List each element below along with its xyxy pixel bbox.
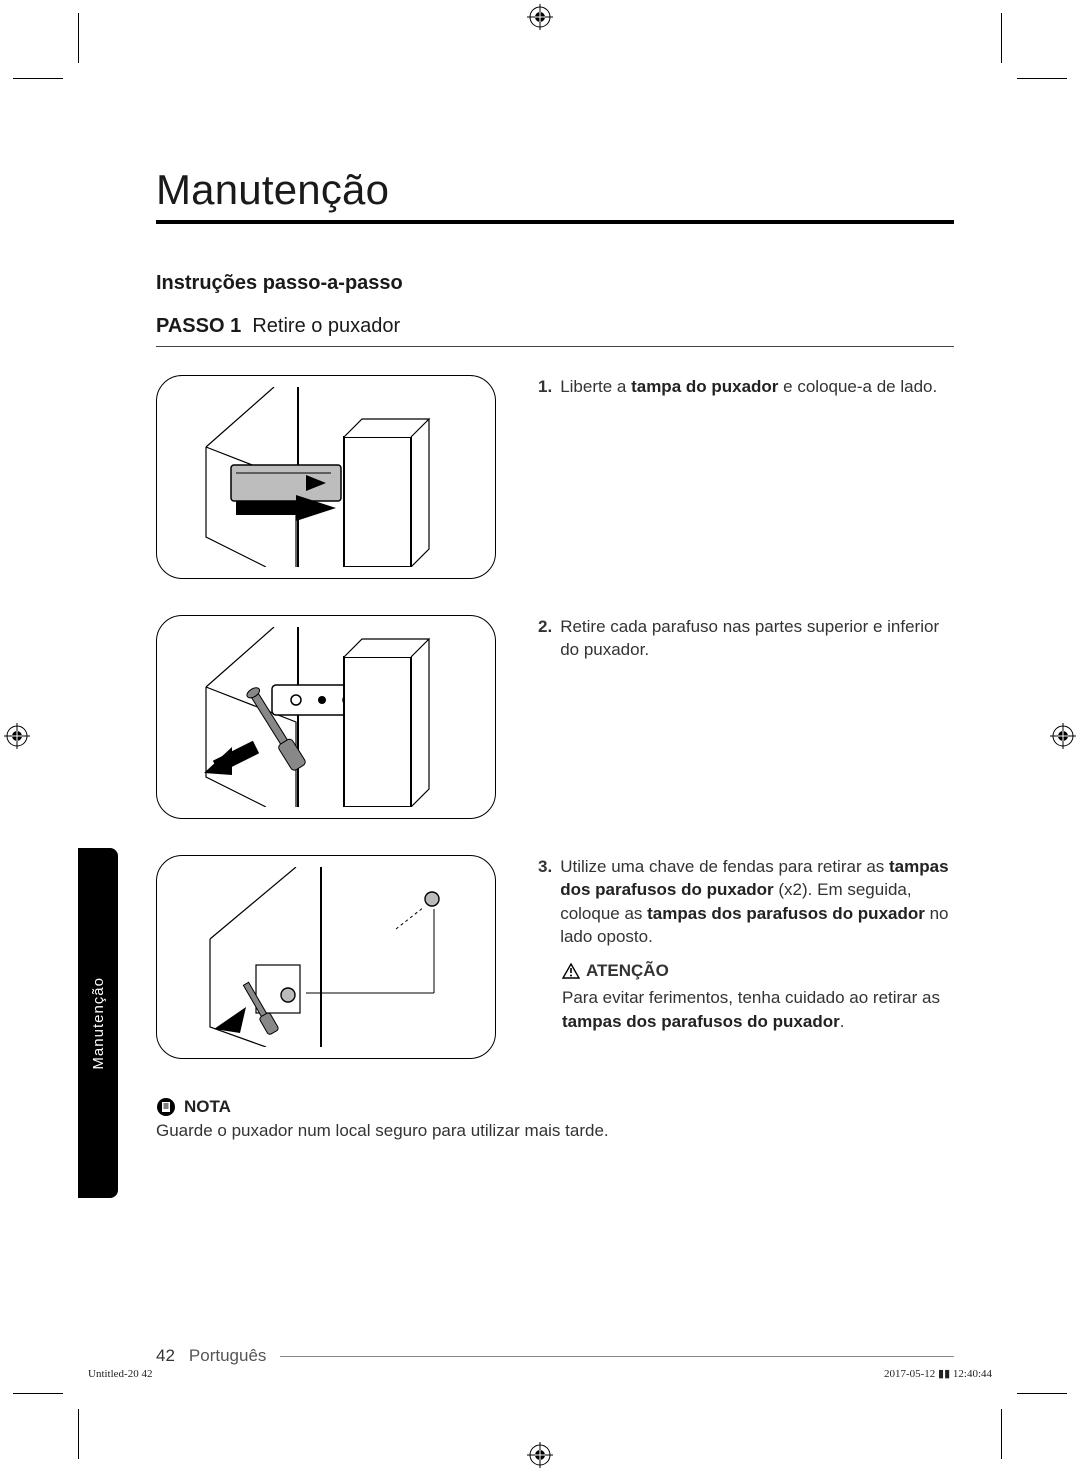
registration-mark-icon <box>527 1442 553 1468</box>
step-text-1: 1. Liberte a tampa do puxador e coloque-… <box>538 375 954 579</box>
print-meta-left: Untitled-20 42 <box>88 1368 152 1380</box>
step-name: Retire o puxador <box>252 315 400 337</box>
content-area: Manutenção Instruções passo-a-passo PASS… <box>156 166 954 1334</box>
note-icon <box>156 1097 176 1117</box>
crop-mark <box>1001 1409 1002 1459</box>
crop-mark <box>1017 78 1067 79</box>
page-language: Português <box>189 1346 267 1366</box>
footer-rule <box>280 1356 954 1357</box>
note-block: NOTA Guarde o puxador num local seguro p… <box>156 1097 954 1141</box>
section-tab-label: Manutenção <box>90 977 107 1070</box>
page-frame: Manutenção Manutenção Instruções passo-a… <box>78 78 1002 1394</box>
caution-body: Para evitar ferimentos, tenha cuidado ao… <box>562 986 954 1033</box>
warning-icon <box>562 963 580 979</box>
step-text-3: 3. Utilize uma chave de fendas para reti… <box>538 855 954 1059</box>
registration-mark-icon <box>1050 723 1076 749</box>
step-row: 2. Retire cada parafuso nas partes super… <box>156 615 954 819</box>
chapter-title: Manutenção <box>156 166 954 224</box>
page-number: 42 <box>156 1346 175 1366</box>
registration-mark-icon <box>4 723 30 749</box>
crop-mark <box>1017 1393 1067 1394</box>
crop-mark <box>13 78 63 79</box>
caution-heading: ATENÇÃO <box>562 959 954 982</box>
figure-3 <box>156 855 496 1059</box>
note-body: Guarde o puxador num local seguro para u… <box>156 1121 954 1141</box>
crop-mark <box>78 13 79 63</box>
step-number: PASSO 1 <box>156 315 241 337</box>
list-number: 2. <box>538 615 560 662</box>
crop-mark <box>1001 13 1002 63</box>
step-title: PASSO 1 Retire o puxador <box>156 315 954 347</box>
crop-mark <box>78 1409 79 1459</box>
page-footer: 42 Português <box>156 1346 954 1366</box>
print-meta-right: 2017-05-12 ▮▮ 12:40:44 <box>884 1367 992 1380</box>
figure-2 <box>156 615 496 819</box>
section-tab: Manutenção <box>78 848 118 1198</box>
list-number: 1. <box>538 375 560 398</box>
registration-mark-icon <box>527 4 553 30</box>
list-number: 3. <box>538 855 560 949</box>
step-row: 3. Utilize uma chave de fendas para reti… <box>156 855 954 1059</box>
step-row: 1. Liberte a tampa do puxador e coloque-… <box>156 375 954 579</box>
subheading: Instruções passo-a-passo <box>156 272 954 295</box>
step-text-2: 2. Retire cada parafuso nas partes super… <box>538 615 954 819</box>
crop-mark <box>13 1393 63 1394</box>
figure-1 <box>156 375 496 579</box>
note-heading: NOTA <box>156 1097 954 1117</box>
